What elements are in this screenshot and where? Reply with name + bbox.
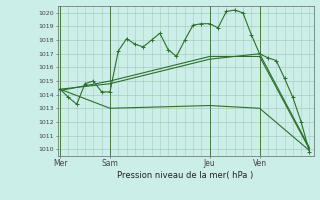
X-axis label: Pression niveau de la mer( hPa ): Pression niveau de la mer( hPa )	[117, 171, 254, 180]
